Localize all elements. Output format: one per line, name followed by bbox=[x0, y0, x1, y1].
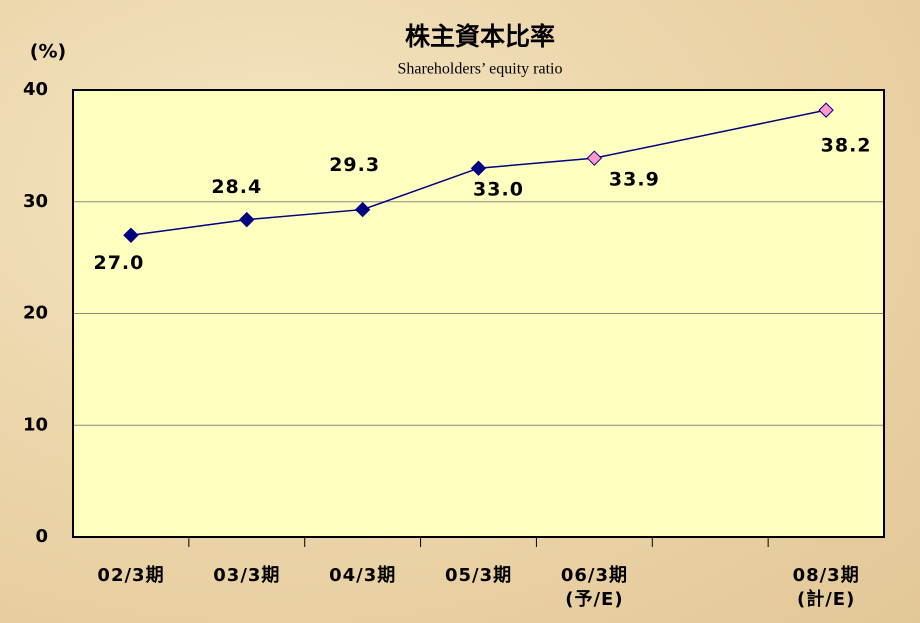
y-tick-label: 20 bbox=[23, 303, 48, 324]
x-tick-label: 02/3期 bbox=[97, 565, 165, 586]
data-point bbox=[123, 227, 139, 243]
y-tick-label: 40 bbox=[23, 79, 48, 100]
data-label: 38.2 bbox=[821, 135, 872, 157]
plot-border bbox=[72, 89, 885, 538]
data-point bbox=[354, 201, 371, 218]
y-tick-label: 10 bbox=[23, 414, 48, 435]
y-tick-label: 30 bbox=[23, 191, 48, 212]
y-axis-label: (%) bbox=[30, 41, 66, 63]
data-point bbox=[818, 102, 834, 118]
data-label: 29.3 bbox=[329, 154, 380, 176]
series-line bbox=[130, 109, 827, 237]
data-label: 33.9 bbox=[609, 169, 660, 191]
x-tick-label: 06/3期 (予/E) bbox=[560, 565, 628, 610]
x-tick-label: 08/3期 (計/E) bbox=[792, 565, 860, 610]
chart-subtitle: Shareholders’ equity ratio bbox=[398, 61, 563, 78]
chart-title: 株主資本比率 bbox=[405, 22, 555, 51]
y-tick-label: 0 bbox=[35, 526, 48, 547]
data-point bbox=[239, 211, 255, 228]
data-point bbox=[470, 160, 487, 176]
data-label: 33.0 bbox=[473, 179, 524, 201]
x-tick-label: 04/3期 bbox=[329, 565, 397, 586]
data-label: 28.4 bbox=[211, 176, 262, 198]
x-tick-label: 03/3期 bbox=[213, 565, 281, 586]
x-tick-label: 05/3期 bbox=[444, 565, 513, 586]
data-label: 27.0 bbox=[93, 252, 144, 274]
data-point bbox=[586, 150, 603, 166]
